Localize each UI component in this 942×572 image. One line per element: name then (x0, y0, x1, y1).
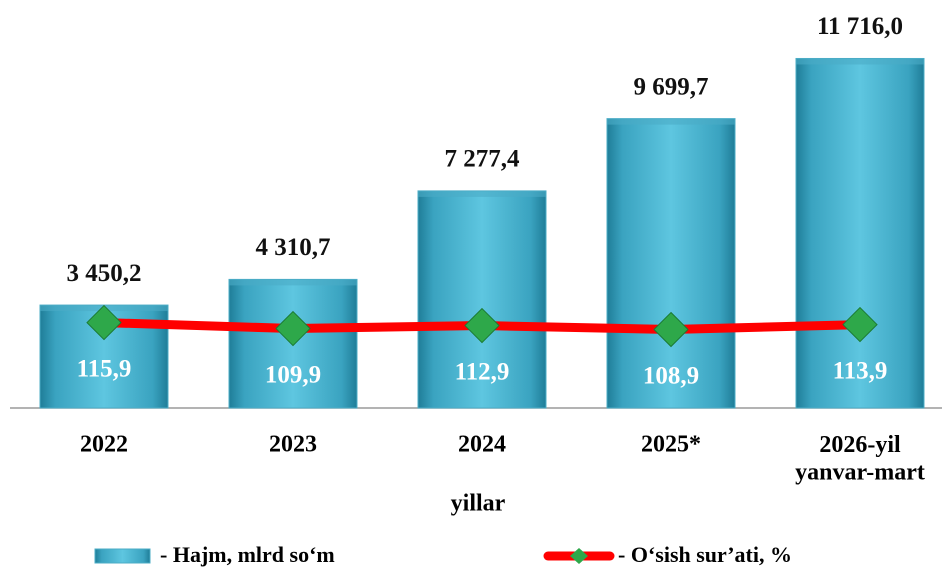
bar-value-label: 9 699,7 (634, 73, 709, 100)
bar (795, 57, 925, 409)
bar-top (229, 279, 357, 286)
bar-top (796, 58, 924, 65)
x-axis-label: yillar (451, 491, 506, 517)
bar-value-label: 7 277,4 (445, 146, 521, 173)
marker (464, 307, 500, 344)
bar-value-label: 4 310,7 (256, 234, 331, 261)
line-value-label: 108,9 (643, 362, 699, 389)
bar-value-label: 11 716,0 (817, 13, 903, 40)
legend-marker (570, 548, 588, 564)
marker (842, 306, 878, 343)
marker (275, 310, 311, 347)
legend-label: - O‘sish sur’ati, % (618, 542, 792, 567)
bar (606, 118, 736, 409)
marker (86, 304, 122, 341)
line-value-label: 115,9 (77, 355, 132, 382)
bar-top (418, 190, 546, 197)
x-tick-label: 2026-yil yanvar-mart (795, 432, 925, 486)
bar-value-label: 3 450,2 (67, 260, 142, 287)
line-value-label: 112,9 (455, 358, 510, 385)
x-tick-label: 2022 (80, 432, 128, 458)
bar-top (607, 118, 735, 125)
line-value-label: 109,9 (265, 361, 321, 388)
x-tick-label: 2024 (458, 432, 506, 458)
line-value-label: 113,9 (833, 357, 888, 384)
x-tick-label: 2023 (269, 432, 317, 458)
x-tick-label: 2025* (641, 432, 701, 458)
marker (653, 311, 689, 348)
legend-swatch (94, 548, 151, 564)
legend-label: - Hajm, mlrd so‘m (160, 542, 335, 567)
